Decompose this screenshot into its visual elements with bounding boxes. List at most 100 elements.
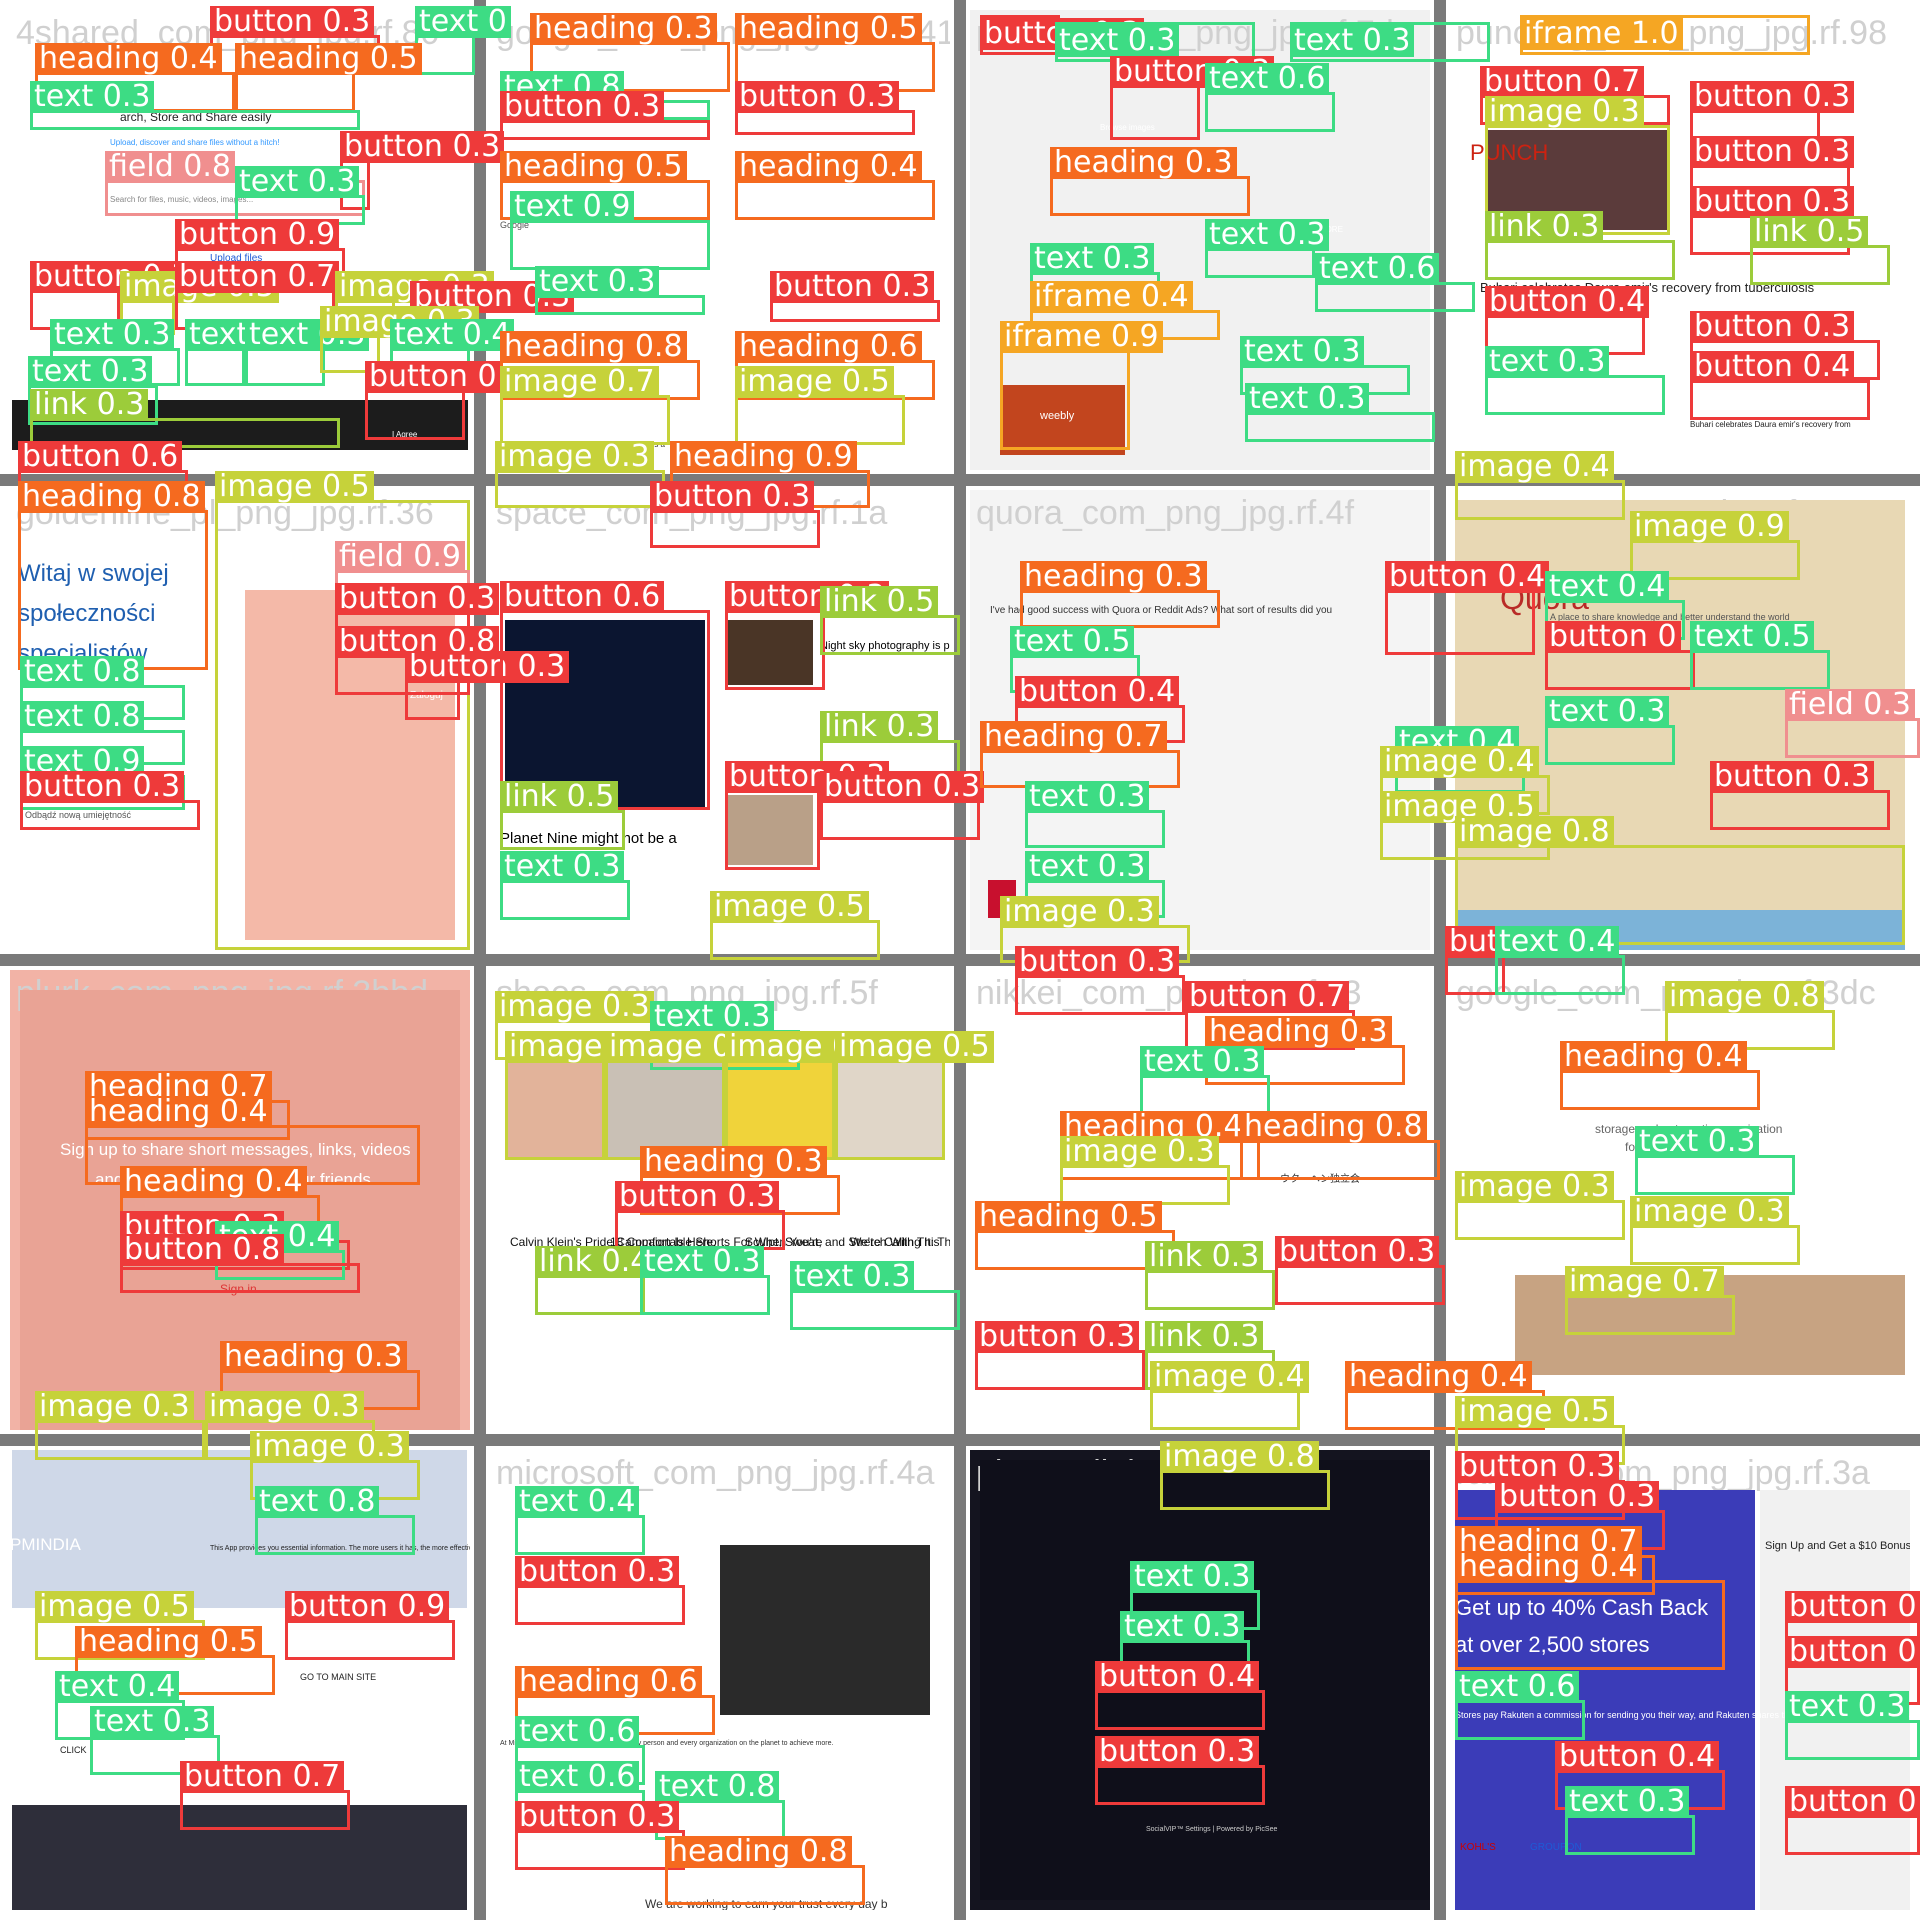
detection-class: text bbox=[794, 1259, 854, 1294]
detection-score: 0.3 bbox=[1102, 241, 1151, 276]
detection-class: heading bbox=[644, 1144, 766, 1179]
detection-box-image: image 0.5 bbox=[215, 471, 470, 950]
detection-box-text: text 0.3 bbox=[1205, 219, 1330, 278]
detection-score: 0.8 bbox=[183, 149, 231, 184]
detection-score: 0 bbox=[477, 359, 497, 394]
detection-box-heading: heading 0.3 bbox=[1205, 1016, 1405, 1085]
detection-class: image bbox=[729, 1029, 823, 1064]
detection-class: text bbox=[24, 654, 84, 689]
detection-score: 0.8 bbox=[799, 1834, 848, 1869]
detection-score: 0.5 bbox=[634, 149, 683, 184]
detection-class: button bbox=[1499, 1479, 1598, 1514]
detection-score: 0.4 bbox=[1127, 674, 1176, 709]
detection-label: button 0.4 bbox=[1385, 561, 1550, 593]
detection-class: link bbox=[504, 779, 558, 814]
detection-box-button: button 0.4 bbox=[1485, 286, 1650, 355]
detection-label: heading 0.3 bbox=[220, 1341, 407, 1373]
detection-score: 0.3 bbox=[722, 999, 771, 1034]
detection-label: text 0.3 bbox=[1055, 23, 1180, 58]
tile-text: Sign Up and Get a $10 Bonus bbox=[1765, 1540, 1910, 1552]
detection-label: text 0.3 bbox=[1240, 336, 1365, 368]
detection-score: 0.9 bbox=[1110, 319, 1159, 354]
detection-label: button 0.3 bbox=[335, 583, 500, 615]
tile-illustration bbox=[838, 1062, 943, 1158]
detection-class: image bbox=[1384, 744, 1478, 779]
detection-box-text: text 0.3 bbox=[1025, 851, 1165, 918]
tile-text: at over 2,500 stores bbox=[1455, 1632, 1650, 1657]
detection-box-heading: heading 0.3 bbox=[640, 1146, 840, 1215]
detection-score: 0.7 bbox=[1114, 719, 1163, 754]
tile-text: Sculpt, Sweat, and Stretch With This bbox=[745, 1235, 940, 1249]
detection-score: 0.5 bbox=[942, 1029, 990, 1064]
detection-label: button 0.7 bbox=[1480, 64, 1645, 99]
detection-score: 0.9 bbox=[582, 189, 631, 224]
detection-box-heading: heading 0.8 bbox=[1240, 1111, 1440, 1180]
detection-score: 0.5 bbox=[322, 469, 370, 504]
detection-class: link bbox=[824, 709, 878, 744]
detection-label: field 0.3 bbox=[1785, 689, 1915, 721]
detection-score: 0.4 bbox=[1479, 1359, 1528, 1394]
detection-class: text bbox=[239, 164, 299, 199]
detection-box-image: image 0.5 bbox=[735, 366, 905, 445]
detection-label: text 0.9 bbox=[20, 746, 145, 778]
detection-box-button: button 0.4 bbox=[1095, 1661, 1265, 1730]
detection-class: button bbox=[654, 479, 753, 514]
detection-class: button bbox=[1114, 54, 1213, 89]
detection-score: 0.3 bbox=[1362, 23, 1411, 58]
detection-class: text bbox=[1694, 619, 1754, 654]
detection-class: button bbox=[24, 769, 123, 804]
detection-box-heading: heading 0.8 bbox=[665, 1836, 865, 1905]
detection-box-image: image 0.3 bbox=[205, 1391, 375, 1460]
detection-score: 0.7 bbox=[1592, 64, 1641, 99]
detection-class: heading bbox=[519, 1664, 641, 1699]
detection-label: text 0.3 bbox=[1290, 23, 1415, 58]
detection-score: 0.3 bbox=[612, 89, 661, 124]
detection-box-iframe: iframe 1.0 bbox=[1520, 15, 1810, 55]
detection-label: text 0.3 bbox=[650, 999, 775, 1034]
detection-class: image bbox=[1164, 1439, 1258, 1474]
detection-class: text bbox=[32, 354, 92, 389]
detection-score: 0.3 bbox=[1212, 1044, 1261, 1079]
detection-label: button 0.4 bbox=[1690, 351, 1855, 383]
detection-score: 0.7 bbox=[292, 1759, 341, 1794]
detection-label: button 0.3 bbox=[1710, 761, 1875, 793]
detection-label: heading 0.5 bbox=[975, 1201, 1162, 1233]
detection-score: 0.3 bbox=[1211, 1319, 1260, 1354]
detection-score: 0.5 bbox=[209, 1624, 258, 1659]
detection-box-heading: heading 0.5 bbox=[975, 1201, 1175, 1270]
detection-label: image 0.5 bbox=[835, 1031, 994, 1063]
detection-score: 0.6 bbox=[1387, 251, 1436, 286]
tile-text: społeczności bbox=[18, 600, 156, 627]
detection-box-text: text 0.3 bbox=[1785, 1691, 1920, 1760]
detection-box-field: field 0.3 bbox=[1785, 689, 1920, 758]
detection-box-link: link 0.3 bbox=[30, 389, 340, 448]
detection-score: 0.3 bbox=[712, 1244, 761, 1279]
detection-class: iframe bbox=[1524, 16, 1622, 51]
detection-score: 0.3 bbox=[1127, 23, 1176, 58]
detection-score: 0.3 bbox=[354, 1339, 403, 1374]
detection-box-heading: heading 0.4 bbox=[85, 1096, 420, 1185]
detection-class: button bbox=[1559, 1739, 1658, 1774]
tile-text: KOHL'S bbox=[1460, 1842, 1496, 1853]
detection-class: text bbox=[1549, 569, 1609, 604]
detection-class: text bbox=[519, 1484, 579, 1519]
detection-class: button bbox=[619, 1179, 718, 1214]
detection-class: button bbox=[369, 359, 468, 394]
detection-class: text bbox=[1249, 381, 1309, 416]
detection-score: 0.3 bbox=[132, 769, 181, 804]
detection-box-image: image 0.3 bbox=[1630, 1196, 1800, 1265]
detection-class: text bbox=[1459, 1669, 1519, 1704]
detection-label: text 0.3 bbox=[50, 319, 175, 351]
tile-text: A place to share knowledge and better un… bbox=[1550, 612, 1790, 622]
detection-class: button bbox=[1694, 309, 1793, 344]
detection-score: 0.3 bbox=[1167, 1134, 1215, 1169]
detection-score: 0.7 bbox=[287, 259, 336, 294]
detection-box-image: image 0.3 bbox=[1455, 1171, 1625, 1240]
detection-score: 0.4 bbox=[1207, 1659, 1256, 1694]
detection-box-image: image 0.3 bbox=[250, 1431, 420, 1500]
detection-label: text 0.3 bbox=[1030, 241, 1155, 276]
detection-box-button: button 0.3 bbox=[975, 1321, 1145, 1390]
detection-score: 0.5 bbox=[1816, 214, 1865, 249]
detection-class: button bbox=[409, 649, 508, 684]
detection-score: 0.3 bbox=[847, 79, 896, 114]
